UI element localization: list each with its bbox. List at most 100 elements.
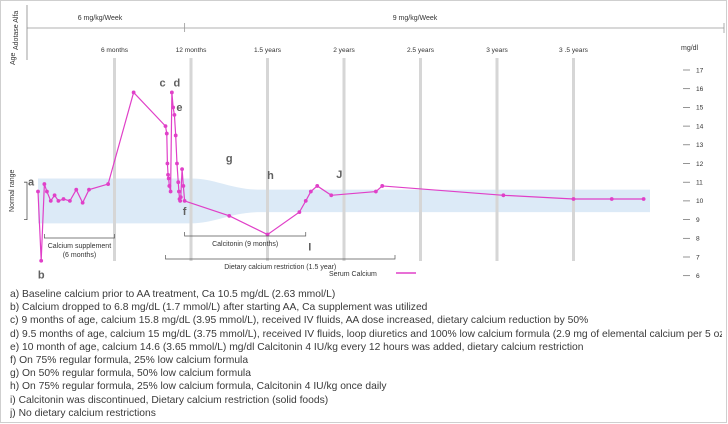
serum-calcium-point-38 (308, 189, 313, 194)
serum-calcium-point-2 (42, 182, 47, 186)
age-tick-label-2: 1.5 years (254, 47, 282, 54)
bracket-label-2: Dietary calcium restriction (1.5 year) (224, 264, 336, 271)
serum-calcium-point-16 (165, 161, 170, 166)
serum-calcium-point-37 (303, 199, 308, 203)
legend-label: Serum Calcium (329, 271, 377, 278)
annotation-c: c (159, 77, 165, 89)
age-tick-label-5: 3 years (486, 47, 508, 54)
serum-calcium-point-17 (166, 172, 170, 177)
serum-calcium-point-42 (380, 184, 385, 188)
y-axis-unit: mg/dl (681, 45, 699, 52)
annotation-e: e (176, 102, 182, 114)
serum-calcium-point-21 (169, 90, 174, 95)
annotation-b: b (38, 270, 45, 282)
age-gridline-1 (189, 58, 193, 261)
serum-calcium-point-18 (166, 176, 171, 181)
serum-calcium-point-24 (173, 133, 178, 138)
serum-calcium-point-14 (163, 124, 168, 128)
note-g: g) On 50% regular formula, 50% low calci… (10, 368, 251, 380)
y-tick-label-5: 12 (696, 161, 704, 168)
age-tick-label-1: 12 months (176, 47, 207, 54)
serum-calcium-point-45 (609, 197, 614, 201)
serum-calcium-point-13 (131, 90, 136, 95)
age-gridline-2 (266, 58, 269, 261)
age-tick-label-4: 2.5 years (407, 47, 435, 54)
age-gridline-4 (419, 58, 422, 261)
serum-calcium-point-30 (178, 195, 183, 200)
bracket-label-0: Calcium supplement (48, 243, 111, 250)
serum-calcium-point-15 (164, 131, 169, 136)
annotation-d: d (174, 77, 181, 89)
serum-calcium-point-3 (45, 189, 49, 194)
serum-calcium-chart: Adotase Alfa Age mg/dl Normal range 6 mg… (9, 5, 725, 282)
serum-calcium-point-25 (175, 161, 179, 166)
serum-calcium-point-6 (56, 199, 61, 203)
annotation-J: J (336, 169, 342, 181)
note-e: e) 10 month of age, calcium 14.6 (3.65 m… (10, 341, 584, 353)
bracket-0 (44, 234, 115, 239)
y-tick-label-3: 14 (696, 123, 704, 130)
serum-calcium-point-10 (80, 200, 85, 205)
serum-calcium-point-34 (227, 213, 232, 218)
serum-calcium-point-9 (74, 187, 79, 192)
serum-calcium-point-7 (61, 197, 66, 201)
serum-calcium-point-20 (168, 189, 173, 194)
bracket-label-1: Calcitonin (9 months) (212, 241, 278, 248)
note-h: h) On 75% regular formula, 25% low calci… (10, 381, 387, 393)
y-tick-label-1: 16 (696, 86, 704, 93)
annotation-h: h (267, 170, 274, 182)
dose-label-0: 6 mg/kg/Week (78, 15, 123, 22)
serum-calcium-point-36 (297, 210, 302, 215)
serum-calcium-point-43 (501, 193, 506, 198)
serum-calcium-point-39 (315, 184, 320, 188)
serum-calcium-point-46 (641, 197, 646, 201)
serum-calcium-point-32 (181, 184, 186, 188)
serum-calcium-point-0 (36, 189, 40, 194)
serum-calcium-point-5 (52, 193, 57, 198)
annotation-g: g (226, 153, 233, 165)
serum-calcium-point-44 (571, 197, 576, 201)
serum-calcium-point-1 (39, 258, 44, 263)
y-tick-label-2: 15 (696, 105, 704, 112)
age-tick-label-3: 2 years (333, 47, 355, 54)
age-gridline-3 (342, 58, 346, 261)
y-tick-label-4: 13 (696, 142, 704, 149)
bracket-1 (184, 232, 307, 237)
age-tick-label-0: 6 months (101, 47, 129, 54)
note-a: a) Baseline calcium prior to AA treatmen… (10, 289, 336, 300)
serum-calcium-point-26 (176, 180, 181, 185)
y-tick-label-0: 17 (696, 67, 704, 74)
bracket-2 (165, 255, 396, 260)
annotation-f: f (183, 206, 187, 218)
serum-calcium-point-19 (167, 184, 172, 188)
serum-calcium-point-23 (172, 112, 177, 117)
annotation-a: a (28, 177, 35, 189)
serum-calcium-point-41 (373, 189, 378, 194)
side-label: Adotase Alfa (13, 11, 20, 50)
y-tick-label-11: 6 (696, 273, 700, 280)
note-i: i) Calcitonin was discontinued, Dietary … (10, 394, 329, 406)
serum-calcium-point-8 (67, 199, 72, 203)
annotation-I: I (308, 242, 311, 254)
y-axis-label: Normal range (9, 169, 16, 212)
dose-label-1: 9 mg/kg/Week (393, 15, 438, 22)
serum-calcium-point-31 (180, 167, 184, 172)
note-f: f) On 75% regular formula, 25% low calci… (10, 355, 249, 367)
age-axis-label: Age (10, 52, 17, 65)
serum-calcium-point-4 (48, 199, 53, 203)
note-c: c) 9 months of age, calcium 15.8 mg/dL (… (10, 315, 589, 327)
note-j: j) No dietary calcium restrictions (10, 407, 156, 419)
serum-calcium-point-27 (176, 189, 181, 194)
y-tick-label-6: 11 (696, 180, 703, 187)
age-tick-label-6: 3 .5 years (559, 47, 589, 54)
serum-calcium-point-22 (171, 105, 176, 110)
serum-calcium-point-33 (182, 199, 187, 203)
note-d: d) 9.5 months of age, calcium 15 mg/dL (… (10, 328, 722, 340)
serum-calcium-point-12 (106, 182, 111, 186)
y-tick-label-10: 7 (696, 254, 700, 261)
serum-calcium-point-40 (329, 193, 334, 198)
note-b: b) Calcium dropped to 6.8 mg/dL (1.7 mmo… (10, 302, 428, 314)
serum-calcium-point-35 (265, 232, 270, 237)
normal-range-bracket (24, 181, 28, 220)
age-gridline-6 (572, 58, 575, 261)
